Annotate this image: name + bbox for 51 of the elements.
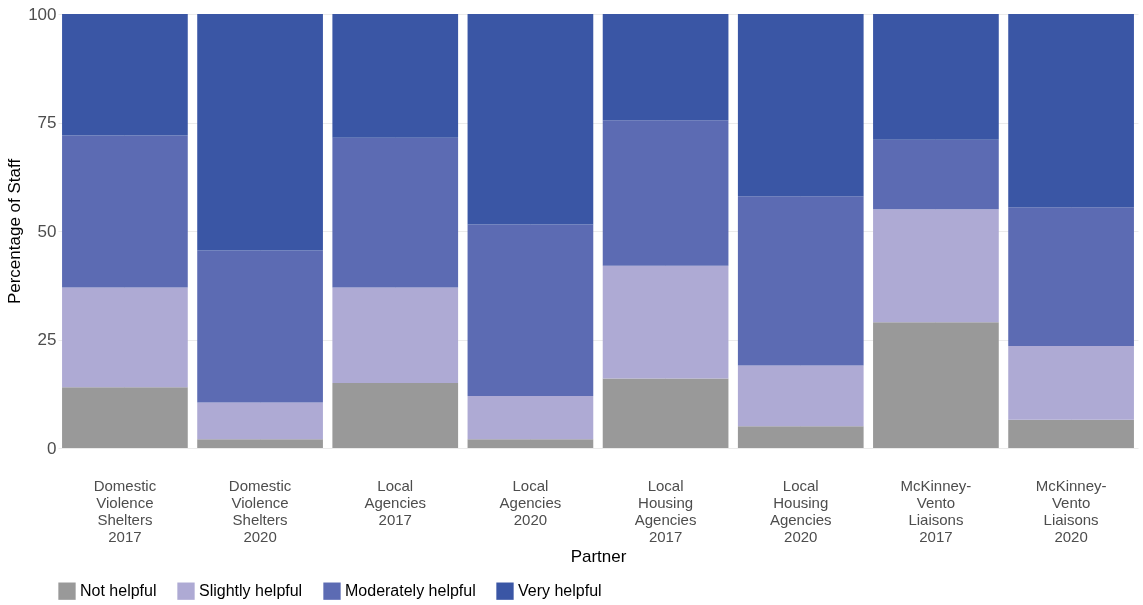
bar <box>332 287 459 383</box>
legend-label: Slightly helpful <box>199 582 303 600</box>
legend-label: Moderately helpful <box>345 582 476 600</box>
bar <box>602 120 729 266</box>
y-tick-label: 50 <box>37 221 57 241</box>
bar <box>62 387 188 448</box>
x-tick-label: Local Housing Agencies 2017 <box>634 476 697 545</box>
bar <box>62 14 188 136</box>
x-tick-label: Local Agencies 2020 <box>499 476 562 528</box>
y-tick-label: 0 <box>47 438 57 458</box>
bar <box>197 14 323 251</box>
legend-label: Very helpful <box>518 582 602 600</box>
bar <box>873 14 999 140</box>
bar <box>332 382 459 448</box>
bar <box>873 209 999 323</box>
x-tick-label: Local Housing Agencies 2020 <box>769 476 832 545</box>
x-axis-title: Partner <box>570 546 627 566</box>
bar <box>737 426 864 448</box>
y-tick-label: 100 <box>28 4 57 24</box>
bar <box>873 139 999 210</box>
y-tick-label: 25 <box>37 330 57 349</box>
bar <box>602 378 729 448</box>
bar <box>602 14 729 121</box>
bar <box>602 265 729 379</box>
bar <box>1008 419 1134 448</box>
y-tick-label: 75 <box>37 113 57 132</box>
bar <box>62 287 188 388</box>
bar <box>467 439 594 448</box>
bar <box>197 439 323 448</box>
bar <box>737 365 864 427</box>
bar <box>332 137 459 288</box>
bar <box>467 224 594 396</box>
bar <box>873 322 999 448</box>
y-axis-title: Percentage of Staff <box>5 158 25 305</box>
bar <box>197 250 323 403</box>
bar <box>737 14 864 197</box>
x-tick-label: McKinney- Vento Liaisons 2017 <box>900 476 972 545</box>
bar <box>1008 346 1134 420</box>
legend-label: Not helpful <box>80 582 157 600</box>
bar <box>332 14 459 138</box>
bar <box>467 395 594 440</box>
x-tick-label: McKinney- Vento Liaisons 2020 <box>1035 476 1107 545</box>
bar <box>737 196 864 366</box>
bar <box>1008 207 1134 347</box>
bar <box>1008 14 1134 208</box>
bar <box>62 135 188 288</box>
bar <box>197 402 323 440</box>
bar <box>467 14 594 225</box>
x-tick-label: Domestic Violence Shelters 2020 <box>228 476 292 545</box>
x-tick-label: Local Agencies 2017 <box>364 476 427 528</box>
x-tick-label: Domestic Violence Shelters 2017 <box>93 476 157 545</box>
